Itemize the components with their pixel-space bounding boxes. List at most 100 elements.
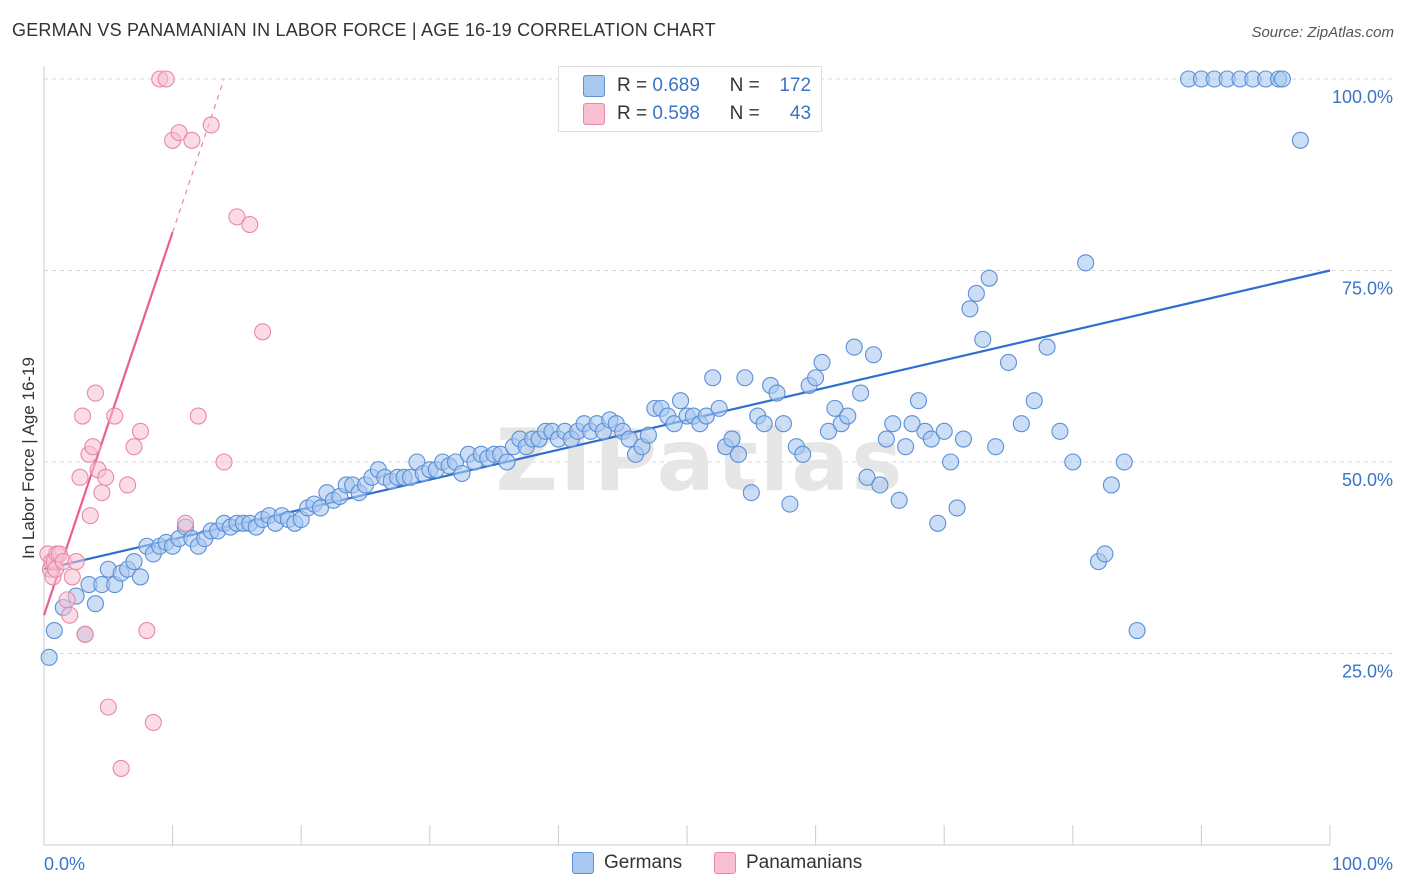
german-point xyxy=(710,399,728,417)
panamanian-point xyxy=(99,698,117,716)
panamanian-point xyxy=(63,568,81,586)
german-point xyxy=(774,415,793,433)
panamanian-point xyxy=(61,606,79,624)
german-point xyxy=(807,369,825,387)
n-value: 172 xyxy=(779,75,812,96)
german-point xyxy=(768,384,786,402)
german-point xyxy=(1038,338,1056,356)
y-tick-label: 100.0% xyxy=(1332,87,1393,107)
german-point xyxy=(40,648,58,666)
x-tick-label: 0.0% xyxy=(44,854,85,874)
panamanian-point xyxy=(228,208,246,226)
german-point xyxy=(999,353,1018,371)
tick-labels: 25.0% 50.0% 75.0% 100.0% 0.0% 100.0% xyxy=(44,87,1393,874)
panamanian-point xyxy=(97,468,115,486)
legend-item-germans[interactable]: Germans xyxy=(572,852,682,874)
german-point xyxy=(729,445,747,463)
german-point xyxy=(897,438,915,456)
german-point xyxy=(935,422,953,440)
stats-legend: R = 0.689 N = 172 R = 0.598 N = 43 xyxy=(558,66,822,132)
german-point xyxy=(864,346,883,364)
german-point xyxy=(45,621,63,640)
german-point xyxy=(665,415,683,433)
germans-points xyxy=(40,70,1309,666)
n-label: N = xyxy=(729,103,760,124)
stats-row-germans: R = 0.689 N = 172 xyxy=(583,73,811,99)
german-point xyxy=(871,476,889,494)
german-point xyxy=(1115,453,1133,471)
german-point xyxy=(852,384,870,402)
german-point xyxy=(980,269,998,287)
panamanian-point xyxy=(157,70,175,88)
german-point xyxy=(1012,415,1030,433)
axes xyxy=(43,66,1331,846)
german-point xyxy=(742,484,760,502)
german-point xyxy=(1291,131,1309,149)
panamanian-point xyxy=(125,438,143,456)
german-point xyxy=(639,426,657,444)
german-point xyxy=(858,468,876,486)
german-point xyxy=(987,438,1005,456)
german-point xyxy=(1051,422,1069,440)
n-value: 43 xyxy=(789,103,812,124)
panamanian-point xyxy=(58,591,76,609)
panamanian-point xyxy=(138,621,156,640)
panamanian-point xyxy=(86,384,104,402)
german-point xyxy=(1077,254,1095,272)
german-point xyxy=(909,392,928,410)
german-point xyxy=(967,284,985,303)
german-point xyxy=(1025,392,1043,410)
german-point xyxy=(884,415,902,433)
panamanian-point xyxy=(189,407,207,425)
german-point xyxy=(672,392,690,410)
german-point xyxy=(781,495,799,513)
german-point xyxy=(922,430,940,448)
panamanian-point xyxy=(67,553,85,571)
german-point xyxy=(704,369,722,387)
panamanian-point xyxy=(144,713,162,731)
panamanian-point xyxy=(76,625,94,643)
n-label: N = xyxy=(729,75,760,96)
panamanians-trend-extension xyxy=(172,78,225,233)
r-label: R = xyxy=(617,75,648,96)
trend-lines xyxy=(42,78,1331,616)
german-point xyxy=(974,330,992,348)
german-point xyxy=(311,499,330,517)
chart-title: GERMAN VS PANAMANIAN IN LABOR FORCE | AG… xyxy=(12,20,716,40)
german-point xyxy=(1102,476,1120,494)
y-tick-label: 25.0% xyxy=(1342,662,1393,682)
german-point xyxy=(954,430,973,448)
german-point xyxy=(839,407,857,425)
panamanian-point xyxy=(176,514,195,532)
panamanian-point xyxy=(202,116,220,134)
panamanian-point xyxy=(74,407,92,425)
german-point xyxy=(794,445,812,463)
panamanian-point xyxy=(84,438,102,456)
germans-legend-swatch xyxy=(572,852,594,874)
y-tick-label: 50.0% xyxy=(1342,470,1393,490)
german-point xyxy=(1064,453,1082,471)
panamanian-point xyxy=(183,131,201,149)
panamanian-point xyxy=(254,323,272,341)
panamanian-point xyxy=(106,407,124,425)
german-point xyxy=(903,415,921,433)
x-tick-label: 100.0% xyxy=(1332,854,1393,874)
german-point xyxy=(819,422,838,440)
panamanian-point xyxy=(112,759,130,777)
stats-row-panamanians: R = 0.598 N = 43 xyxy=(583,101,811,127)
german-point xyxy=(1128,621,1146,640)
source-label: Source: ZipAtlas.com xyxy=(1251,24,1394,41)
german-point xyxy=(131,568,149,586)
german-point xyxy=(620,430,638,448)
r-label: R = xyxy=(617,103,648,124)
german-point xyxy=(890,491,908,509)
germans-swatch xyxy=(583,75,605,97)
legend-item-panamanians[interactable]: Panamanians xyxy=(714,852,862,874)
y-axis-label: In Labor Force | Age 16-19 xyxy=(19,357,38,559)
panamanians-swatch xyxy=(583,103,605,125)
panamanian-point xyxy=(81,507,99,525)
german-point xyxy=(125,553,143,571)
german-point xyxy=(813,353,831,371)
legend-label: Panamanians xyxy=(746,852,863,873)
